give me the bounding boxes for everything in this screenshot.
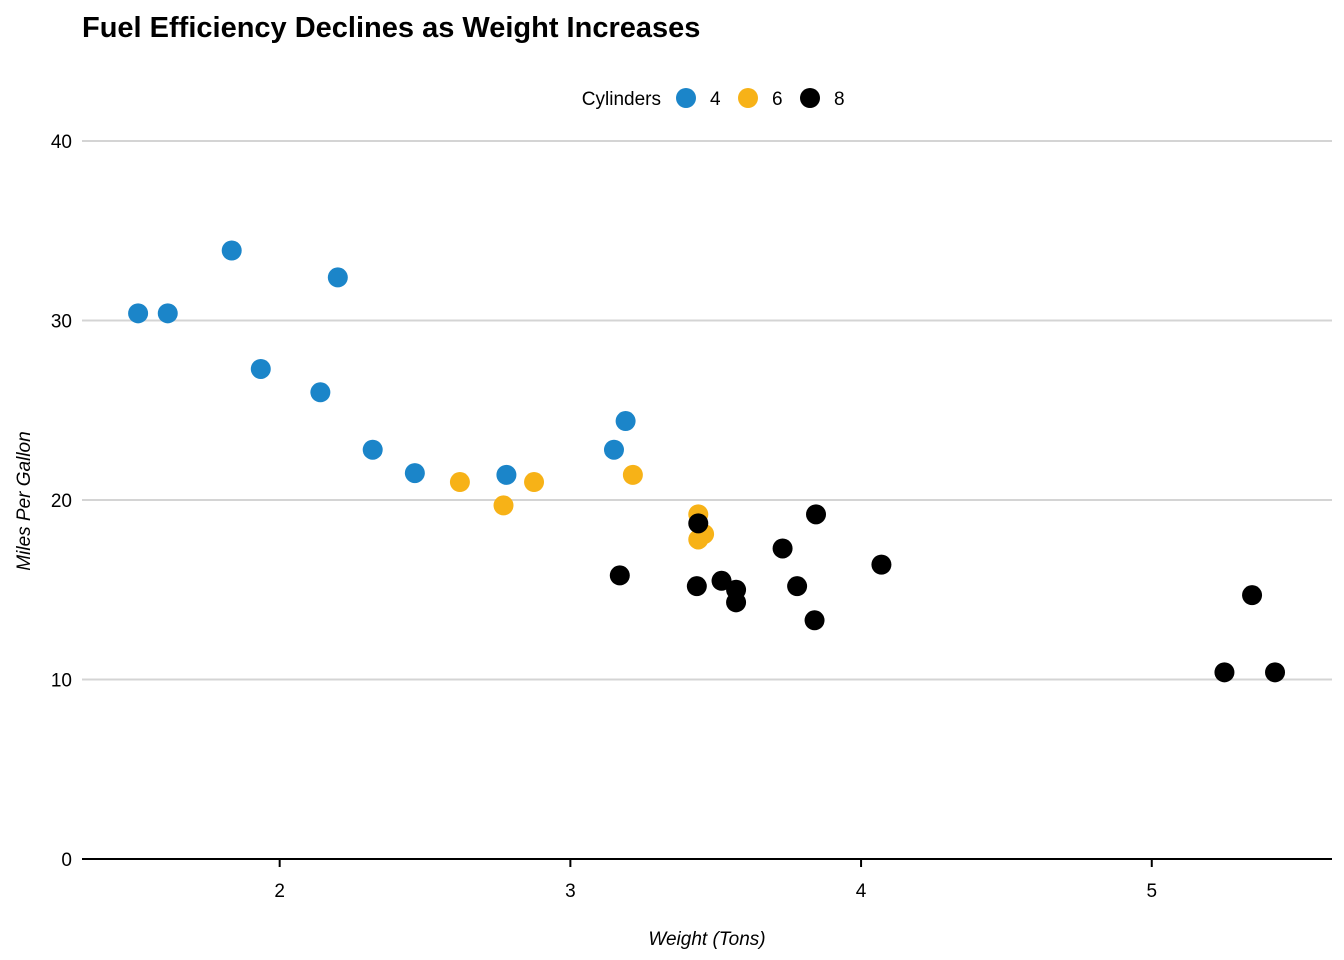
- legend-swatch-4: [676, 88, 696, 108]
- data-point-cyl-8: [1214, 662, 1235, 683]
- data-point-cyl-6: [622, 464, 643, 485]
- x-tick-label: 3: [565, 881, 576, 902]
- y-tick-label: 40: [51, 132, 72, 153]
- data-point-cyl-8: [871, 554, 892, 575]
- data-point-cyl-8: [726, 579, 747, 600]
- y-axis-title: Miles Per Gallon: [14, 431, 35, 570]
- data-point-cyl-6: [449, 472, 470, 493]
- x-tick-label: 2: [274, 881, 285, 902]
- data-point-cyl-8: [688, 513, 709, 534]
- legend-label-6: 6: [772, 89, 783, 110]
- legend-swatch-8: [800, 88, 820, 108]
- y-tick-label: 20: [51, 491, 72, 512]
- data-point-cyl-8: [806, 504, 827, 525]
- data-point-cyl-8: [772, 538, 793, 559]
- y-tick-label: 30: [51, 312, 72, 333]
- data-point-cyl-8: [711, 570, 732, 591]
- data-point-cyl-8: [686, 576, 707, 597]
- legend-title: Cylinders: [582, 89, 661, 110]
- data-point-cyl-8: [1242, 585, 1263, 606]
- chart-title: Fuel Efficiency Declines as Weight Incre…: [82, 12, 701, 44]
- x-axis-title: Weight (Tons): [648, 929, 765, 950]
- data-point-cyl-6: [493, 495, 514, 516]
- data-point-cyl-4: [496, 464, 517, 485]
- x-tick-label: 5: [1146, 881, 1157, 902]
- data-point-cyl-8: [787, 576, 808, 597]
- data-point-cyl-4: [404, 463, 425, 484]
- legend-label-8: 8: [834, 89, 845, 110]
- legend-swatch-6: [738, 88, 758, 108]
- legend: Cylinders 4 6 8: [582, 88, 845, 110]
- data-point-cyl-4: [362, 439, 383, 460]
- data-point-cyl-4: [327, 267, 348, 288]
- y-tick-label: 0: [61, 850, 72, 871]
- data-point-cyl-8: [1265, 662, 1286, 683]
- data-point-cyl-4: [250, 358, 271, 379]
- x-tick-label: 4: [856, 881, 867, 902]
- data-point-cyl-4: [128, 303, 149, 324]
- data-point-cyl-6: [524, 472, 545, 493]
- tick-labels: 0 10 20 30 40 2 3 4 5: [51, 132, 1157, 902]
- data-point-cyl-4: [615, 411, 636, 432]
- data-point-cyl-4: [310, 382, 331, 403]
- data-point-cyl-4: [603, 439, 624, 460]
- gridlines: [82, 140, 1332, 681]
- data-points: [128, 240, 1286, 683]
- data-point-cyl-8: [804, 610, 825, 631]
- data-point-cyl-4: [157, 303, 178, 324]
- y-tick-label: 10: [51, 671, 72, 692]
- data-point-cyl-4: [221, 240, 242, 261]
- data-point-cyl-8: [609, 565, 630, 586]
- legend-label-4: 4: [710, 89, 721, 110]
